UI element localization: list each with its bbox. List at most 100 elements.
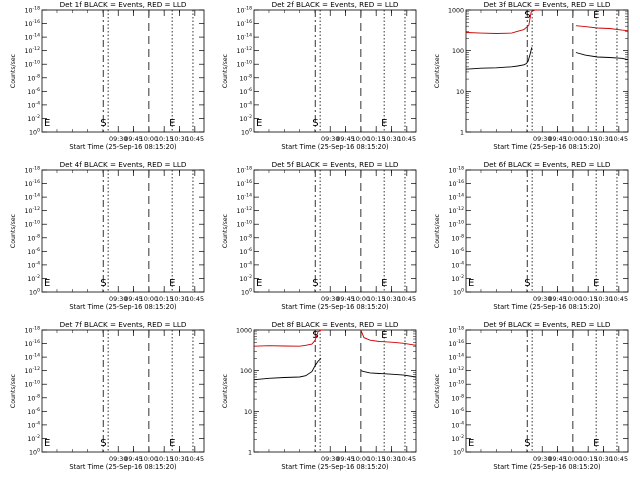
y-tick-label: 10-8 bbox=[239, 73, 252, 82]
y-tick-label: 10-2 bbox=[239, 274, 252, 283]
y-tick-label: 10-16 bbox=[236, 179, 252, 188]
panel-title: Det 7f BLACK = Events, RED = LLD bbox=[60, 320, 187, 329]
marker-label-E-left: E bbox=[256, 118, 262, 129]
y-tick-exponent: -16 bbox=[456, 179, 464, 185]
y-tick-exponent: 0 bbox=[37, 288, 40, 294]
y-tick-exponent: -16 bbox=[32, 19, 40, 25]
y-tick-label: 1 bbox=[460, 130, 464, 137]
marker-label-E: E bbox=[381, 118, 387, 129]
x-tick-label: 10:30 bbox=[382, 135, 400, 143]
y-tick-label: 10-4 bbox=[239, 100, 252, 109]
x-tick-label: 10:30 bbox=[170, 295, 188, 303]
y-tick-label: 100 bbox=[241, 128, 252, 137]
x-tick-label: 09:45 bbox=[336, 295, 354, 303]
series-line-events bbox=[466, 47, 533, 70]
x-tick-label: 10:15 bbox=[155, 135, 173, 143]
y-tick-label: 100 bbox=[453, 288, 464, 297]
marker-label-S: S bbox=[524, 438, 530, 449]
y-tick-exponent: -12 bbox=[32, 46, 40, 52]
y-tick-label: 10-10 bbox=[236, 60, 252, 69]
x-tick-label: 09:45 bbox=[548, 455, 566, 463]
x-tick-label: 09:30 bbox=[109, 295, 127, 303]
y-tick-exponent: -16 bbox=[32, 339, 40, 345]
y-tick-exponent: -14 bbox=[244, 193, 252, 199]
x-axis-label: Start Time (25-Sep-16 08:15:20) bbox=[493, 303, 600, 311]
y-tick-label: 1000 bbox=[236, 328, 252, 335]
marker-label-E-left: E bbox=[44, 118, 50, 129]
x-tick-label: 09:30 bbox=[321, 455, 339, 463]
y-tick-label: 10-2 bbox=[27, 114, 40, 123]
marker-label-E: E bbox=[593, 278, 599, 289]
marker-label-E-left: E bbox=[44, 278, 50, 289]
x-tick-label: 09:30 bbox=[109, 455, 127, 463]
y-tick-label: 100 bbox=[452, 48, 464, 55]
panel-title: Det 1f BLACK = Events, RED = LLD bbox=[60, 0, 187, 9]
x-tick-label: 10:15 bbox=[155, 295, 173, 303]
y-tick-exponent: -6 bbox=[35, 87, 40, 93]
panel-title: Det 9f BLACK = Events, RED = LLD bbox=[484, 320, 611, 329]
y-tick-label: 10-14 bbox=[448, 353, 464, 362]
x-tick-label: 09:45 bbox=[124, 135, 142, 143]
y-tick-exponent: -10 bbox=[456, 380, 464, 386]
marker-label-E: E bbox=[593, 10, 599, 21]
plot-frame bbox=[253, 9, 417, 133]
y-tick-exponent: -18 bbox=[244, 6, 252, 12]
x-tick-label: 09:30 bbox=[533, 135, 551, 143]
y-tick-label: 10-12 bbox=[448, 366, 464, 375]
y-tick-label: 10-10 bbox=[448, 220, 464, 229]
y-tick-exponent: -10 bbox=[32, 380, 40, 386]
panel-det-2: Det 2f BLACK = Events, RED = LLD Counts/s… bbox=[222, 0, 417, 151]
x-tick-label: 10:00 bbox=[352, 455, 370, 463]
y-tick-label: 100 bbox=[29, 448, 40, 457]
y-tick-exponent: -12 bbox=[244, 46, 252, 52]
y-tick-exponent: -8 bbox=[247, 73, 252, 79]
x-tick-label: 10:45 bbox=[610, 295, 628, 303]
y-tick-label: 10 bbox=[244, 409, 252, 416]
y-tick-label: 10-4 bbox=[27, 100, 40, 109]
y-tick-label: 10-18 bbox=[24, 6, 40, 15]
panel-title: Det 4f BLACK = Events, RED = LLD bbox=[60, 160, 187, 169]
y-tick-label: 10-8 bbox=[27, 73, 40, 82]
x-tick-label: 10:45 bbox=[610, 135, 628, 143]
y-tick-label: 10-6 bbox=[27, 247, 40, 256]
series-line-events bbox=[575, 52, 629, 61]
y-tick-label: 10-14 bbox=[448, 193, 464, 202]
y-tick-exponent: -12 bbox=[456, 366, 464, 372]
y-tick-exponent: -12 bbox=[32, 206, 40, 212]
y-tick-exponent: -14 bbox=[32, 353, 40, 359]
x-tick-label: 09:30 bbox=[321, 295, 339, 303]
y-tick-exponent: -14 bbox=[32, 193, 40, 199]
y-tick-exponent: -10 bbox=[456, 220, 464, 226]
panel-title: Det 5f BLACK = Events, RED = LLD bbox=[272, 160, 399, 169]
plot-frame bbox=[465, 9, 629, 133]
y-tick-label: 10-6 bbox=[239, 87, 252, 96]
plot-frame bbox=[253, 169, 417, 293]
y-tick-label: 10-8 bbox=[27, 393, 40, 402]
y-tick-exponent: -16 bbox=[244, 179, 252, 185]
x-tick-label: 10:30 bbox=[170, 455, 188, 463]
x-tick-label: 10:00 bbox=[140, 135, 158, 143]
y-tick-exponent: -12 bbox=[244, 206, 252, 212]
panel-det-3: Det 3f BLACK = Events, RED = LLD Counts/s… bbox=[434, 0, 629, 151]
x-axis-label: Start Time (25-Sep-16 08:15:20) bbox=[69, 143, 176, 151]
marker-label-E-left: E bbox=[44, 438, 50, 449]
y-tick-exponent: -4 bbox=[247, 260, 252, 266]
y-tick-exponent: -12 bbox=[456, 206, 464, 212]
y-tick-exponent: -4 bbox=[247, 100, 252, 106]
x-tick-label: 10:30 bbox=[170, 135, 188, 143]
y-tick-exponent: -18 bbox=[32, 6, 40, 12]
y-tick-label: 10-2 bbox=[27, 274, 40, 283]
y-tick-label: 1000 bbox=[448, 8, 464, 15]
marker-label-S: S bbox=[100, 438, 106, 449]
y-axis-label: Counts/sec bbox=[10, 213, 17, 248]
x-tick-label: 09:45 bbox=[124, 295, 142, 303]
y-tick-label: 100 bbox=[29, 288, 40, 297]
plot-frame bbox=[253, 329, 417, 453]
x-tick-label: 10:30 bbox=[594, 135, 612, 143]
x-tick-label: 10:15 bbox=[155, 455, 173, 463]
y-tick-label: 10-10 bbox=[24, 380, 40, 389]
y-tick-label: 10-10 bbox=[24, 220, 40, 229]
x-tick-label: 10:15 bbox=[367, 295, 385, 303]
marker-label-E: E bbox=[381, 330, 387, 341]
